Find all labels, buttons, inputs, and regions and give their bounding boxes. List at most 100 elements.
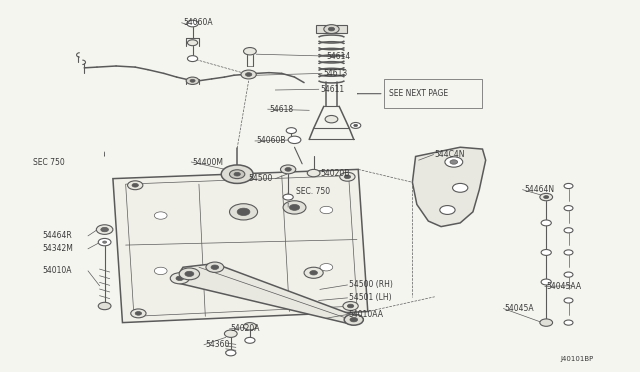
Polygon shape bbox=[173, 263, 358, 324]
Text: 54060A: 54060A bbox=[183, 18, 212, 27]
Text: 54501 (LH): 54501 (LH) bbox=[349, 294, 391, 302]
Circle shape bbox=[241, 70, 256, 79]
Circle shape bbox=[452, 183, 468, 192]
Circle shape bbox=[244, 48, 256, 55]
Text: 54500 (RH): 54500 (RH) bbox=[349, 280, 392, 289]
Circle shape bbox=[99, 238, 111, 246]
Circle shape bbox=[186, 77, 199, 84]
Circle shape bbox=[237, 208, 250, 215]
Text: 54464R: 54464R bbox=[43, 231, 72, 240]
Text: 54614: 54614 bbox=[326, 52, 351, 61]
Circle shape bbox=[132, 183, 138, 187]
Circle shape bbox=[99, 302, 111, 310]
Circle shape bbox=[445, 157, 463, 167]
Text: 544C4N: 544C4N bbox=[435, 150, 465, 159]
Polygon shape bbox=[412, 147, 486, 227]
Circle shape bbox=[102, 241, 106, 243]
Circle shape bbox=[206, 262, 224, 272]
Circle shape bbox=[288, 136, 301, 144]
Circle shape bbox=[564, 228, 573, 233]
Circle shape bbox=[135, 311, 141, 315]
Text: SEE NEXT PAGE: SEE NEXT PAGE bbox=[389, 89, 448, 98]
Circle shape bbox=[131, 309, 146, 318]
Circle shape bbox=[450, 160, 458, 164]
Circle shape bbox=[185, 271, 194, 276]
Text: 54020B: 54020B bbox=[320, 169, 349, 177]
Text: 54342M: 54342M bbox=[43, 244, 74, 253]
Bar bbox=[384, 79, 483, 109]
Circle shape bbox=[289, 205, 300, 211]
Circle shape bbox=[127, 181, 143, 190]
Circle shape bbox=[304, 267, 323, 278]
Circle shape bbox=[176, 276, 184, 280]
Circle shape bbox=[211, 265, 219, 269]
Circle shape bbox=[188, 40, 198, 46]
Circle shape bbox=[230, 204, 257, 220]
Polygon shape bbox=[113, 169, 368, 323]
Circle shape bbox=[310, 270, 317, 275]
Circle shape bbox=[179, 268, 200, 280]
Text: 54611: 54611 bbox=[320, 85, 344, 94]
Circle shape bbox=[286, 128, 296, 134]
Polygon shape bbox=[125, 176, 357, 316]
Text: 54618: 54618 bbox=[269, 105, 293, 114]
Circle shape bbox=[540, 193, 552, 201]
Circle shape bbox=[541, 250, 551, 256]
Circle shape bbox=[187, 20, 198, 27]
Circle shape bbox=[307, 169, 320, 177]
Circle shape bbox=[285, 167, 291, 171]
Circle shape bbox=[564, 206, 573, 211]
Circle shape bbox=[325, 115, 338, 123]
Circle shape bbox=[190, 79, 195, 82]
Circle shape bbox=[188, 56, 198, 62]
Text: 54045A: 54045A bbox=[505, 304, 534, 313]
Circle shape bbox=[541, 279, 551, 285]
Circle shape bbox=[154, 212, 167, 219]
Circle shape bbox=[280, 165, 296, 174]
Circle shape bbox=[564, 183, 573, 189]
Circle shape bbox=[170, 273, 189, 284]
Text: SEC 750: SEC 750 bbox=[33, 157, 65, 167]
Text: 54010A: 54010A bbox=[43, 266, 72, 275]
Circle shape bbox=[543, 196, 548, 199]
Circle shape bbox=[354, 124, 358, 126]
Circle shape bbox=[351, 122, 361, 128]
Circle shape bbox=[540, 319, 552, 326]
Text: 54360: 54360 bbox=[205, 340, 230, 349]
Circle shape bbox=[344, 175, 351, 179]
Text: 54045AA: 54045AA bbox=[546, 282, 581, 291]
Circle shape bbox=[564, 298, 573, 303]
Circle shape bbox=[324, 25, 339, 33]
Text: J40101BP: J40101BP bbox=[561, 356, 594, 362]
Circle shape bbox=[328, 27, 335, 31]
Circle shape bbox=[348, 304, 354, 308]
Circle shape bbox=[230, 170, 245, 179]
Circle shape bbox=[244, 323, 256, 330]
Circle shape bbox=[350, 317, 358, 322]
Circle shape bbox=[221, 165, 253, 183]
Text: 54400M: 54400M bbox=[193, 157, 223, 167]
Circle shape bbox=[343, 302, 358, 310]
Text: 54010AA: 54010AA bbox=[349, 310, 383, 319]
Circle shape bbox=[541, 220, 551, 226]
Text: SEC. 750: SEC. 750 bbox=[296, 187, 330, 196]
Circle shape bbox=[246, 73, 252, 76]
Circle shape bbox=[320, 263, 333, 271]
Circle shape bbox=[226, 350, 236, 356]
Bar bbox=[316, 25, 348, 33]
Circle shape bbox=[100, 227, 108, 232]
Text: 54464N: 54464N bbox=[524, 185, 554, 194]
Circle shape bbox=[440, 206, 455, 214]
Circle shape bbox=[225, 330, 237, 337]
Circle shape bbox=[564, 320, 573, 325]
Circle shape bbox=[245, 337, 255, 343]
Circle shape bbox=[97, 225, 113, 234]
Text: 54020A: 54020A bbox=[231, 324, 260, 333]
Circle shape bbox=[283, 201, 306, 214]
Text: 54613: 54613 bbox=[323, 69, 348, 78]
Circle shape bbox=[340, 172, 355, 181]
Circle shape bbox=[234, 172, 241, 176]
Circle shape bbox=[344, 314, 364, 325]
Circle shape bbox=[154, 267, 167, 275]
Circle shape bbox=[564, 272, 573, 277]
